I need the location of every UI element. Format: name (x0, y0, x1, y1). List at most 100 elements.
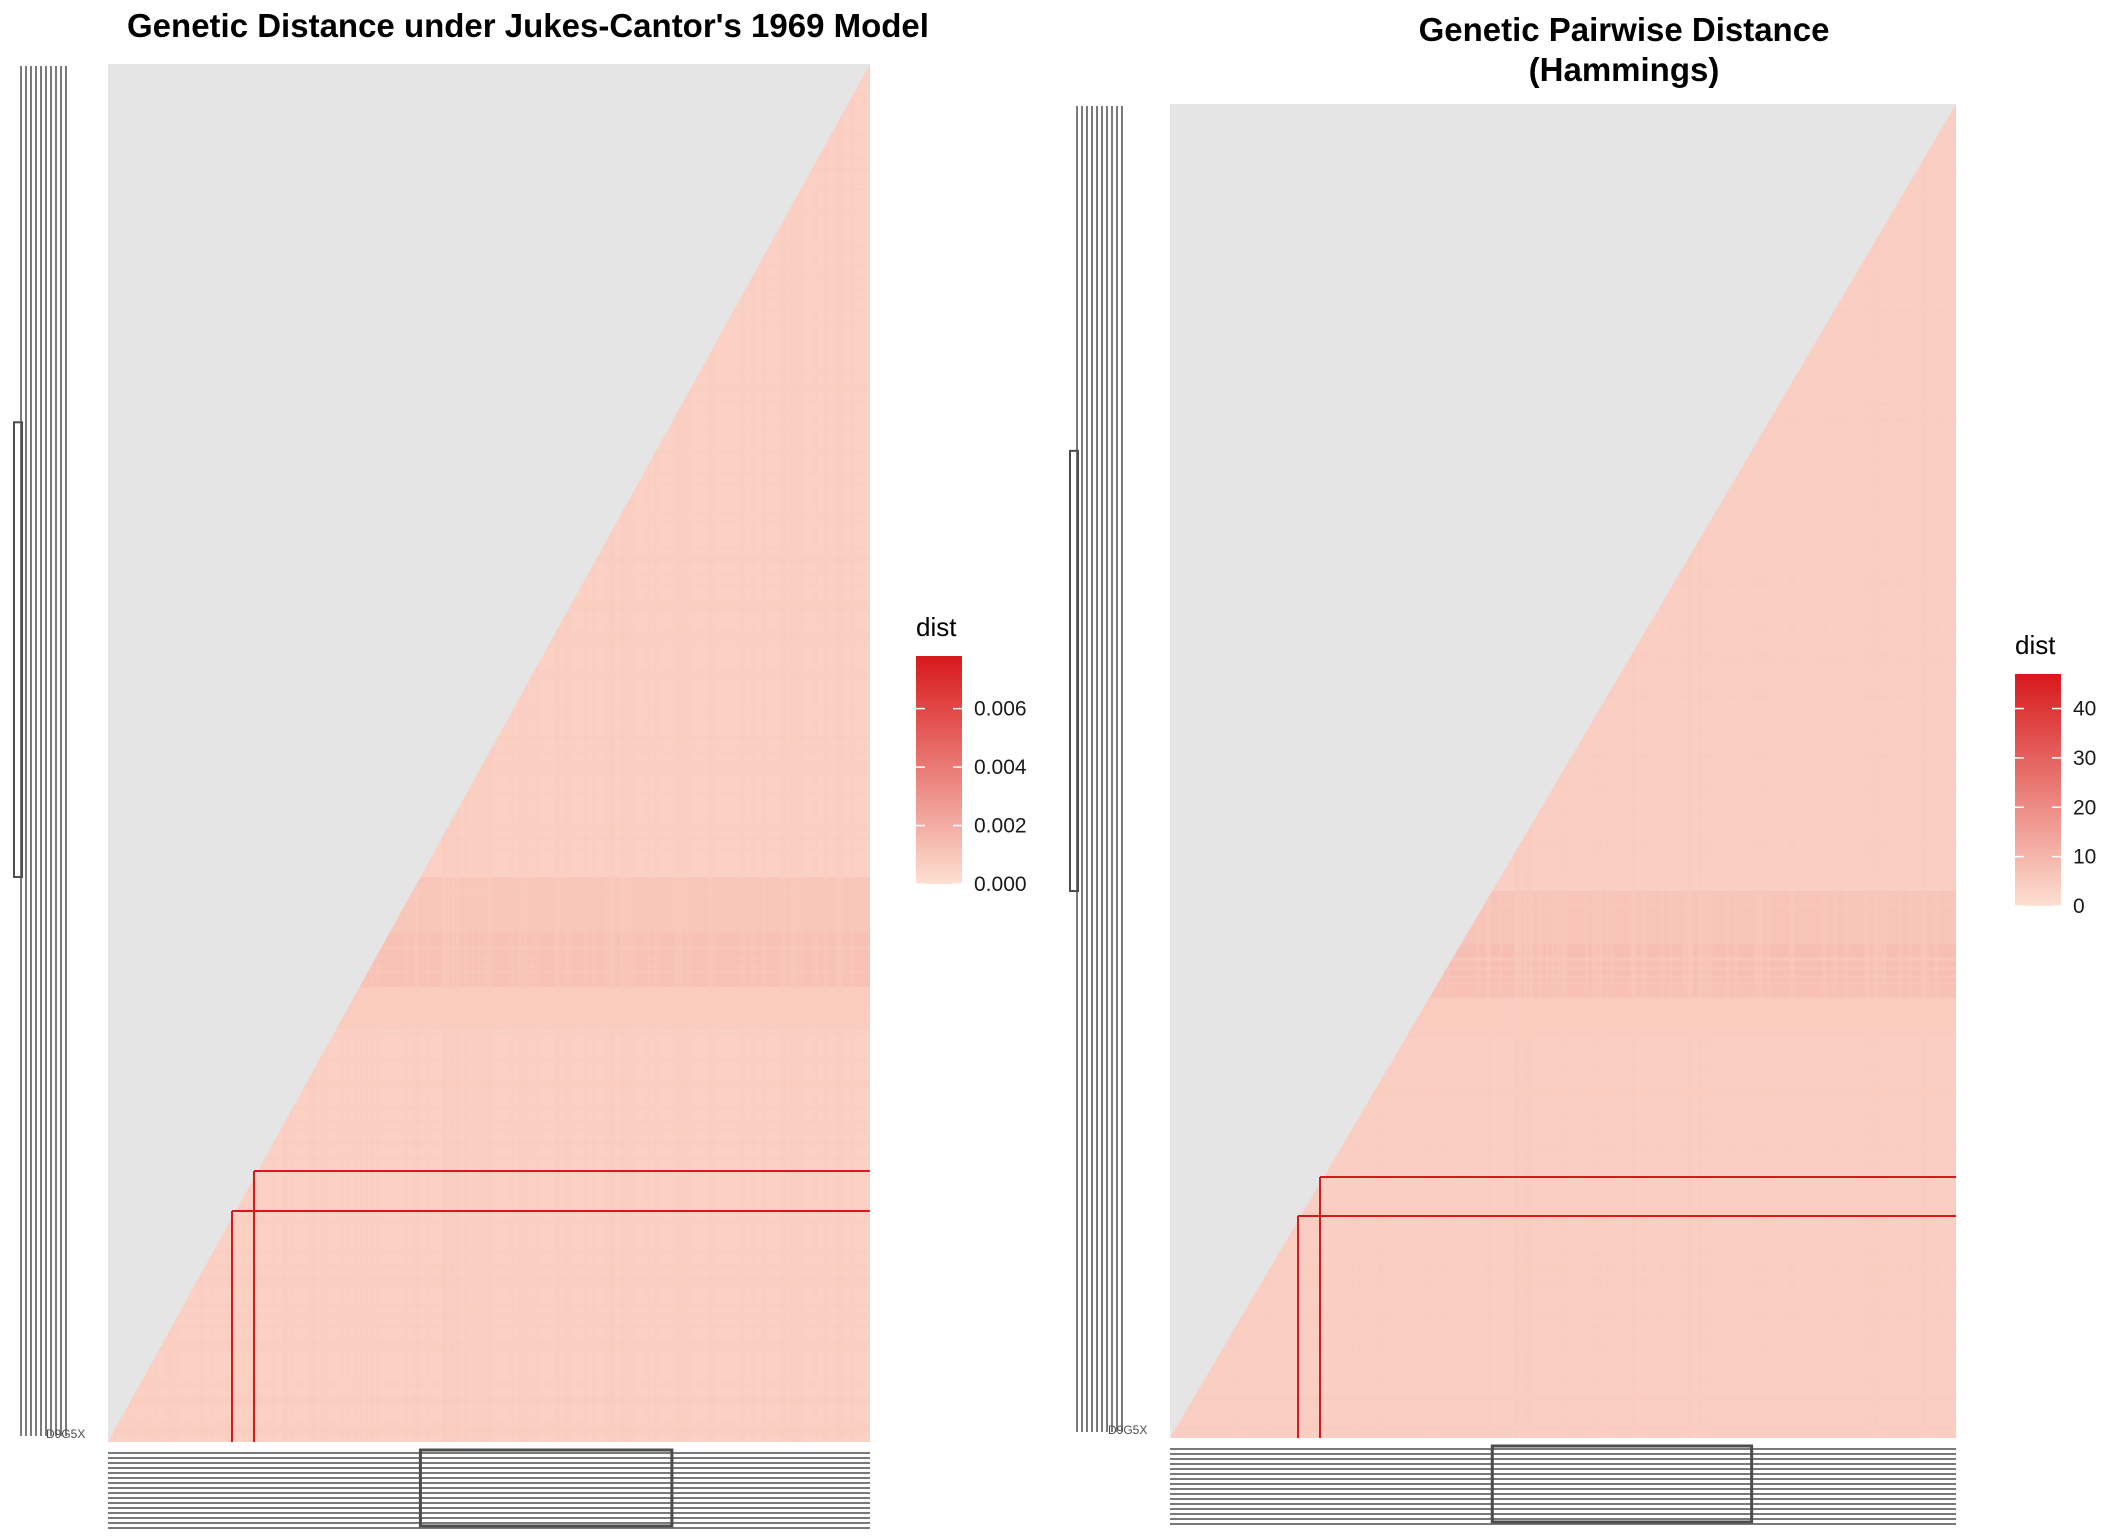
heatmap-row (1170, 1283, 1956, 1288)
heatmap-row (108, 1312, 870, 1317)
heatmap-row (108, 1396, 870, 1402)
heatmap-row (108, 826, 870, 830)
heatmap-column (1832, 104, 1837, 1438)
heatmap-column (1705, 104, 1709, 1438)
heatmap-row (1170, 1091, 1956, 1095)
heatmap-row (108, 963, 870, 968)
heatmap-row (108, 944, 870, 949)
heatmap-column (1866, 104, 1871, 1438)
heatmap-column (1687, 104, 1692, 1438)
heatmap-row (1170, 1276, 1956, 1281)
heatmap-row (108, 970, 870, 974)
heatmap-row (1170, 790, 1956, 794)
heatmap-column (1689, 104, 1693, 1438)
heatmap-row (1170, 1034, 1956, 1039)
heatmap-row (1170, 958, 1956, 962)
heatmap-row (108, 791, 870, 795)
y-tick-label (1111, 106, 1113, 1432)
heatmap-column (1863, 104, 1868, 1438)
heatmap-row (1170, 1041, 1956, 1046)
y-tick-label (45, 66, 47, 1436)
y-tick-label (30, 66, 32, 1436)
x-tick-label (1170, 1483, 1956, 1485)
x-tick-label (1170, 1448, 1956, 1450)
heatmap-row (108, 1428, 870, 1434)
heatmap-row (1170, 1395, 1956, 1401)
heatmap-row (108, 1428, 870, 1433)
heatmap-row (1170, 956, 1956, 961)
heatmap-row (1170, 1087, 1956, 1092)
heatmap-column (1630, 104, 1634, 1438)
heatmap-row (1170, 1212, 1956, 1217)
heatmap-column (789, 64, 794, 1442)
heatmap-row (108, 891, 870, 895)
x-tick-label (1170, 1513, 1956, 1515)
heatmap-column (1564, 104, 1568, 1438)
x-tick-label (1170, 1503, 1956, 1505)
heatmap-column (1844, 104, 1849, 1438)
heatmap-column (654, 64, 658, 1442)
legend-tick-label: 0 (2073, 895, 2085, 918)
heatmap-row (1170, 1344, 1956, 1350)
heatmap-row (108, 1249, 870, 1254)
x-axis-labels (1170, 1444, 1956, 1525)
heatmap-row (108, 1106, 870, 1110)
heatmap-row (1170, 1222, 1956, 1227)
heatmap-row (108, 847, 870, 851)
heatmap-row (108, 1157, 870, 1161)
x-tick-label (1170, 1523, 1956, 1525)
heatmap-column (674, 64, 678, 1442)
heatmap-column (1605, 104, 1610, 1438)
y-tick-label (1106, 106, 1108, 1432)
heatmap-column (1882, 104, 1887, 1438)
legend-colorbar (2015, 674, 2061, 906)
legend-title: dist (2015, 630, 2056, 660)
heatmap-row (1170, 1134, 1956, 1139)
heatmap-column (510, 64, 514, 1442)
legend-tick-label: 0.000 (974, 873, 1027, 896)
heatmap-column (1725, 104, 1730, 1438)
chart-title: Genetic Distance under Jukes-Cantor's 19… (127, 7, 929, 44)
heatmap-column (679, 64, 684, 1442)
heatmap-row (1170, 1418, 1956, 1424)
heatmap-row (1170, 779, 1956, 783)
heatmap-row (108, 1275, 870, 1280)
x-tick-label (108, 1522, 870, 1524)
heatmap-row (1170, 1425, 1956, 1430)
heatmap-row (1170, 1146, 1956, 1151)
heatmap-column (623, 64, 628, 1442)
heatmap-row (108, 955, 870, 959)
heatmap-column (750, 64, 755, 1442)
y-tick-label (1121, 106, 1123, 1432)
y-axis-labels (13, 66, 67, 1436)
heatmap-row (1170, 1112, 1956, 1117)
heatmap-row (108, 1398, 870, 1403)
heatmap-row (1170, 1264, 1956, 1269)
heatmap-column (567, 64, 571, 1442)
heatmap-column (790, 64, 796, 1442)
heatmap-row (1170, 1267, 1956, 1272)
x-tick-label (108, 1512, 870, 1514)
heatmap-row (108, 1140, 870, 1145)
heatmap-column (1754, 104, 1758, 1438)
heatmap-column (490, 64, 494, 1442)
y-tick-label (1086, 106, 1088, 1432)
y-tick-label (40, 66, 42, 1436)
heatmap-row (108, 1345, 870, 1351)
heatmap-row (1170, 844, 1956, 848)
heatmap-column (1660, 104, 1664, 1438)
heatmap-column (1759, 104, 1764, 1438)
heatmap-column (612, 64, 616, 1442)
outlier-sample-label: D9G5X (46, 1427, 85, 1441)
heatmap-column (555, 64, 559, 1442)
heatmap-row (1170, 807, 1956, 812)
heatmap-column (1788, 104, 1793, 1438)
y-tick-label (1096, 106, 1098, 1432)
heatmap-column (1561, 104, 1565, 1438)
heatmap-row (108, 1428, 870, 1434)
y-tick-label (60, 66, 62, 1436)
heatmap-column (1733, 104, 1738, 1438)
x-tick-label (1170, 1493, 1956, 1495)
heatmap-row (108, 1120, 870, 1125)
heatmap-column (517, 64, 521, 1442)
